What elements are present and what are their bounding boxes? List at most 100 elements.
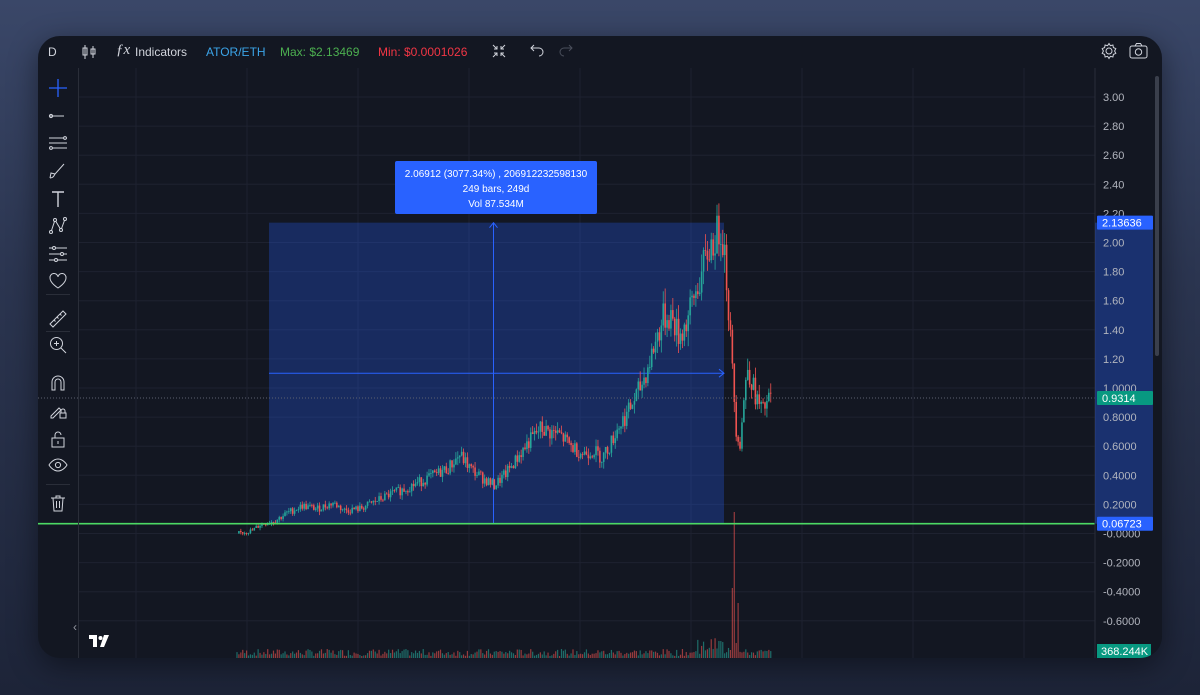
candle-body <box>316 505 319 509</box>
candle-body <box>754 377 757 405</box>
candle-body <box>249 529 252 534</box>
candle-body <box>666 320 668 328</box>
redo-icon[interactable] <box>559 44 573 62</box>
volume-bar <box>491 654 493 658</box>
volume-bar <box>614 654 616 658</box>
brush-icon[interactable] <box>46 159 70 183</box>
trend-line-icon[interactable] <box>46 104 70 128</box>
volume-bar <box>574 654 576 658</box>
lock-icon[interactable] <box>46 427 70 451</box>
volume-bar <box>541 654 543 658</box>
candle-body <box>289 508 292 512</box>
scrollbar[interactable] <box>1155 76 1159 356</box>
forecast-icon[interactable] <box>46 242 70 266</box>
candle-body <box>618 428 620 430</box>
ruler-icon[interactable] <box>46 307 70 331</box>
volume-bar <box>361 655 363 658</box>
volume-bar <box>547 652 549 658</box>
volume-bar <box>689 652 691 658</box>
candle-body <box>662 303 665 326</box>
fx-icon[interactable]: ƒx <box>116 42 131 58</box>
text-icon[interactable] <box>46 187 70 211</box>
volume-bar <box>332 650 334 658</box>
volume-bar <box>267 649 269 658</box>
y-tick-label: 2.00 <box>1103 238 1124 250</box>
candle-body <box>305 503 307 509</box>
candle-body <box>614 438 617 444</box>
candle-body <box>635 389 638 402</box>
interval-button[interactable]: D <box>48 45 57 59</box>
settings-gear-icon[interactable] <box>1100 42 1118 64</box>
candle-body <box>752 377 755 390</box>
volume-bar <box>727 647 730 658</box>
candle-body <box>589 456 592 459</box>
volume-bar <box>489 653 492 658</box>
y-tick-label: -0.2000 <box>1103 558 1140 570</box>
candle-body <box>687 315 689 332</box>
crosshair-icon[interactable] <box>46 76 70 100</box>
candle-body <box>395 487 398 491</box>
volume-bar <box>370 650 372 658</box>
volume-bar <box>403 649 405 658</box>
volume-bar <box>368 650 371 658</box>
camera-icon[interactable] <box>1129 42 1148 64</box>
collapse-icon[interactable] <box>492 44 506 62</box>
fib-retracement-icon[interactable] <box>46 131 70 155</box>
heart-icon[interactable] <box>46 269 70 293</box>
volume-bar <box>338 651 340 658</box>
candle-body <box>597 446 599 451</box>
candle-body <box>391 490 394 492</box>
candle-body <box>405 491 407 492</box>
candle-body <box>334 502 336 504</box>
volume-bar <box>401 651 403 658</box>
candle-body <box>745 379 747 401</box>
candles-icon[interactable] <box>82 44 96 64</box>
y-tick-label: 0.8000 <box>1103 412 1137 424</box>
candle-body <box>766 401 768 409</box>
volume-bar <box>470 654 472 658</box>
volume-bar <box>295 652 298 658</box>
pattern-icon[interactable] <box>46 214 70 238</box>
volume-bar <box>359 655 361 658</box>
volume-bar <box>497 651 499 658</box>
volume-bar <box>647 653 649 658</box>
volume-bar <box>662 649 664 658</box>
candle-body <box>691 295 693 298</box>
indicators-button[interactable]: Indicators <box>135 45 188 59</box>
candle-body <box>318 505 321 512</box>
candle-body <box>514 455 517 469</box>
candle-body <box>750 384 753 390</box>
candle-body <box>474 467 476 476</box>
magnet-icon[interactable] <box>46 371 70 395</box>
trash-icon[interactable] <box>46 491 70 515</box>
eye-icon[interactable] <box>46 453 70 477</box>
zoom-in-icon[interactable] <box>46 333 70 357</box>
volume-bar <box>582 654 584 658</box>
candle-body <box>629 402 632 409</box>
candle-body <box>673 318 676 336</box>
volume-bar <box>493 651 495 658</box>
volume-bar <box>739 651 741 658</box>
lock-drawing-icon[interactable] <box>46 398 70 422</box>
volume-bar <box>672 655 674 658</box>
volume-bar <box>495 651 497 658</box>
symbol-label[interactable]: ATOR/ETH <box>206 45 266 59</box>
volume-bar <box>366 653 369 658</box>
candle-body <box>695 291 697 298</box>
candle-body <box>743 400 745 423</box>
candle-body <box>658 332 661 341</box>
candle-body <box>328 503 330 509</box>
candle-body <box>265 524 267 526</box>
candle-body <box>649 367 651 368</box>
candle-body <box>399 487 401 496</box>
candle-body <box>266 523 269 526</box>
undo-icon[interactable] <box>530 44 544 62</box>
volume-bar <box>499 651 501 658</box>
volume-bar <box>691 652 693 658</box>
volume-bar <box>583 652 586 658</box>
volume-bar <box>616 651 618 658</box>
volume-bar <box>438 650 440 658</box>
price-chart[interactable]: 3.002.802.602.402.202.001.801.601.401.20… <box>38 36 1162 658</box>
candle-body <box>533 430 536 434</box>
candle-body <box>409 491 411 493</box>
